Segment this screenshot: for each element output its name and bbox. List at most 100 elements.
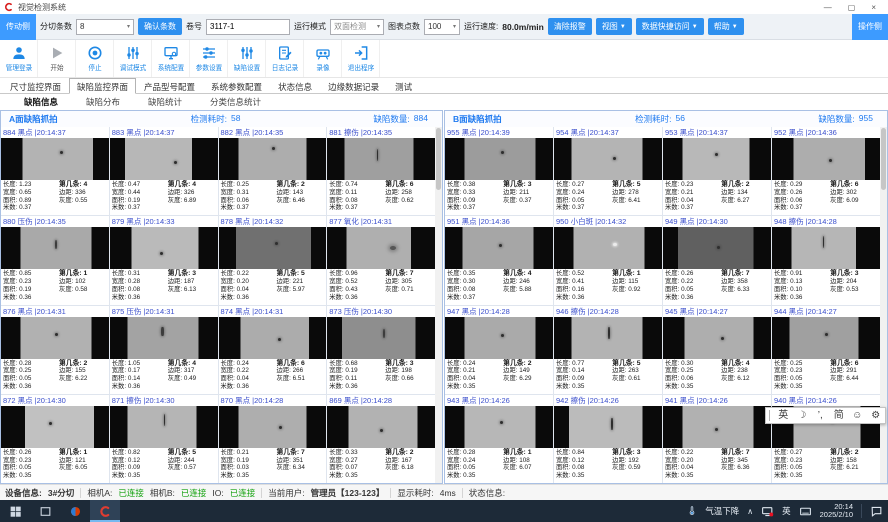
ime-item-4[interactable]: ☺	[852, 410, 863, 421]
ime-item-3[interactable]: 简	[833, 410, 844, 421]
roll-input[interactable]	[206, 18, 290, 35]
toolbar-button-exit[interactable]: 退出程序	[342, 40, 380, 77]
defect-cell[interactable]: 875 压伤 |20:14:31 长度: 1.05 宽度: 0.17 面积: 0.1…	[109, 305, 218, 394]
defect-cell[interactable]: 941 黑点 |20:14:26 长度: 0.22 宽度: 0.20 面积: 0.0…	[663, 394, 771, 483]
tray-expand-chevron[interactable]: ∧	[747, 506, 754, 516]
help-button[interactable]: 帮助 ▼	[707, 18, 744, 35]
toolbar-button-sliders-h[interactable]: 参数设置	[190, 40, 228, 77]
subtab-2[interactable]: 缺陷统计	[148, 97, 183, 107]
defect-cell[interactable]: 873 压伤 |20:14:30 长度: 0.68 宽度: 0.19 面积: 0.1…	[327, 305, 435, 394]
subtab-1[interactable]: 缺陷分布	[86, 97, 121, 107]
confirm-count-button[interactable]: 确认条数	[138, 18, 182, 35]
subtab-0[interactable]: 缺陷信息	[24, 97, 59, 107]
toolbar-button-monitor[interactable]: 系统配置	[152, 40, 190, 77]
run-mode-select[interactable]: 双面检测 ▾	[330, 18, 384, 35]
info-line: 宽度: 0.27	[329, 456, 358, 464]
info-line: 宽度: 0.22	[220, 367, 249, 375]
close-button[interactable]: ×	[871, 2, 876, 12]
tab-1[interactable]: 缺陷监控界面	[69, 78, 137, 94]
defect-cell[interactable]: 882 黑点 |20:14:35 长度: 0.25 宽度: 0.31 面积: 0.0…	[218, 127, 327, 216]
toolbar-button-stop[interactable]: 停止	[76, 40, 114, 77]
drive-side-button[interactable]: 传动侧	[0, 13, 36, 40]
weather-text[interactable]: 气温下降	[705, 506, 740, 516]
defect-cell[interactable]: 944 黑点 |20:14:27 长度: 0.25 宽度: 0.23 面积: 0.0…	[772, 305, 880, 394]
info-line: 灰度: 0.62	[385, 196, 414, 204]
thermometer-icon[interactable]	[687, 504, 697, 518]
tab-3[interactable]: 系统参数配置	[211, 82, 263, 92]
touch-keyboard-icon[interactable]	[799, 505, 812, 518]
defect-info-left: 长度: 0.30 宽度: 0.25 面积: 0.06 米数: 0.35	[665, 360, 721, 393]
info-line: 第几条: 7	[721, 448, 750, 456]
defect-cell[interactable]: 869 黑点 |20:14:28 长度: 0.33 宽度: 0.27 面积: 0.0…	[327, 394, 435, 483]
defect-cell[interactable]: 942 擦伤 |20:14:26 长度: 0.84 宽度: 0.12 面积: 0.0…	[554, 394, 662, 483]
tab-4[interactable]: 状态信息	[278, 82, 313, 92]
defect-cell[interactable]: 951 黑点 |20:14:36 长度: 0.35 宽度: 0.30 面积: 0.0…	[445, 216, 553, 305]
taskbar-app-inspection[interactable]	[90, 500, 120, 522]
tab-2[interactable]: 产品型号配置	[144, 82, 196, 92]
operate-side-button[interactable]: 操作侧	[852, 13, 888, 40]
ime-drag-handle[interactable]	[769, 410, 772, 421]
tab-5[interactable]: 边缘数据记录	[328, 82, 380, 92]
toolbar-button-play[interactable]: 开始	[38, 40, 76, 77]
defect-cell[interactable]: 871 擦伤 |20:14:30 长度: 0.82 宽度: 0.12 面积: 0.0…	[109, 394, 218, 483]
scrollbar-a[interactable]	[435, 127, 442, 483]
defect-cell[interactable]: 880 压伤 |20:14:35 长度: 0.85 宽度: 0.23 面积: 0.1…	[1, 216, 109, 305]
toolbar-button-log[interactable]: 日志记录	[266, 40, 304, 77]
defect-cell[interactable]: 870 黑点 |20:14:28 长度: 0.21 宽度: 0.19 面积: 0.0…	[218, 394, 327, 483]
defect-cell[interactable]: 949 黑点 |20:14:30 长度: 0.26 宽度: 0.22 面积: 0.0…	[663, 216, 771, 305]
defect-cell[interactable]: 876 黑点 |20:14:31 长度: 0.28 宽度: 0.25 面积: 0.0…	[1, 305, 109, 394]
defect-cell[interactable]: 954 黑点 |20:14:37 长度: 0.27 宽度: 0.24 面积: 0.0…	[554, 127, 662, 216]
defect-cell[interactable]: 872 黑点 |20:14:30 长度: 0.26 宽度: 0.23 面积: 0.0…	[1, 394, 109, 483]
data-quick-access-button[interactable]: 数据快捷访问 ▼	[635, 18, 704, 35]
ime-item-2[interactable]: ’,	[817, 410, 823, 421]
view-button[interactable]: 视图 ▼	[595, 18, 632, 35]
defect-cell[interactable]: 943 黑点 |20:14:26 长度: 0.28 宽度: 0.24 面积: 0.0…	[445, 394, 553, 483]
taskbar-app-browser[interactable]	[60, 500, 90, 522]
defect-cell[interactable]: 877 氧化 |20:14:31 长度: 0.96 宽度: 0.52 面积: 0.4…	[327, 216, 435, 305]
defect-image	[663, 227, 771, 270]
defect-cell[interactable]: 881 擦伤 |20:14:35 长度: 0.74 宽度: 0.11 面积: 0.0…	[327, 127, 435, 216]
defect-cell[interactable]: 945 黑点 |20:14:27 长度: 0.30 宽度: 0.25 面积: 0.0…	[663, 305, 771, 394]
ime-item-5[interactable]: ⚙	[871, 410, 881, 421]
subtab-3[interactable]: 分类信息统计	[210, 97, 262, 107]
clear-alarm-button[interactable]: 清除报警	[547, 18, 592, 35]
defect-cell[interactable]: 879 黑点 |20:14:33 长度: 0.31 宽度: 0.28 面积: 0.0…	[109, 216, 218, 305]
info-line: 第几条: 2	[830, 448, 859, 456]
defect-cell[interactable]: 874 黑点 |20:14:31 长度: 0.24 宽度: 0.22 面积: 0.0…	[218, 305, 327, 394]
info-line: 面积: 0.03	[220, 464, 249, 472]
defect-cell[interactable]: 948 擦伤 |20:14:28 长度: 0.91 宽度: 0.13 面积: 0.1…	[772, 216, 880, 305]
clock[interactable]: 20:14 2025/2/10	[820, 502, 853, 520]
ime-item-1[interactable]: ☽	[797, 410, 807, 421]
ime-language-indicator[interactable]: 英	[782, 506, 791, 516]
minimize-button[interactable]: —	[823, 2, 832, 12]
defect-cell[interactable]: 950 小白斑 |20:14:32 长度: 0.52 宽度: 0.41 面积: 0.…	[554, 216, 662, 305]
defect-cell[interactable]: 955 黑点 |20:14:39 长度: 0.38 宽度: 0.33 面积: 0.0…	[445, 127, 553, 216]
defect-cell[interactable]: 883 黑点 |20:14:37 长度: 0.47 宽度: 0.44 面积: 0.1…	[109, 127, 218, 216]
toolbar-button-user[interactable]: 管理登录	[0, 40, 38, 77]
tab-0[interactable]: 尺寸监控界面	[10, 82, 62, 92]
defect-cell[interactable]: 884 黑点 |20:14:37 长度: 1.23 宽度: 0.65 面积: 0.8…	[1, 127, 109, 216]
scrollbar-b[interactable]	[880, 127, 887, 483]
scrollbar-thumb[interactable]	[436, 128, 441, 190]
defect-cell[interactable]: 953 黑点 |20:14:37 长度: 0.23 宽度: 0.21 面积: 0.0…	[663, 127, 771, 216]
defect-cell[interactable]: 952 黑点 |20:14:36 长度: 0.29 宽度: 0.26 面积: 0.0…	[772, 127, 880, 216]
maximize-button[interactable]: ▢	[847, 2, 856, 12]
chart-points-select[interactable]: 100 ▾	[424, 18, 460, 35]
defect-cell[interactable]: 947 黑点 |20:14:28 长度: 0.24 宽度: 0.21 面积: 0.0…	[445, 305, 553, 394]
network-icon[interactable]	[761, 505, 774, 518]
notification-center-icon[interactable]	[870, 505, 883, 518]
slit-count-select[interactable]: 8 ▾	[76, 18, 134, 35]
toolbar-button-sliders-v[interactable]: 缺陷设置	[228, 40, 266, 77]
toolbar-button-camera[interactable]: 录像	[304, 40, 342, 77]
tab-6[interactable]: 测试	[395, 82, 413, 92]
ime-item-0[interactable]: 英	[778, 410, 789, 421]
defect-cell[interactable]: 878 黑点 |20:14:32 长度: 0.22 宽度: 0.20 面积: 0.0…	[218, 216, 327, 305]
task-view-button[interactable]	[30, 500, 60, 522]
defect-cell-label: 943 黑点 |20:14:26	[447, 395, 510, 405]
toolbar-button-tune[interactable]: 调试模式	[114, 40, 152, 77]
start-button[interactable]	[0, 500, 30, 522]
scrollbar-thumb[interactable]	[881, 128, 886, 190]
defect-cell[interactable]: 946 擦伤 |20:14:28 长度: 0.77 宽度: 0.14 面积: 0.0…	[554, 305, 662, 394]
